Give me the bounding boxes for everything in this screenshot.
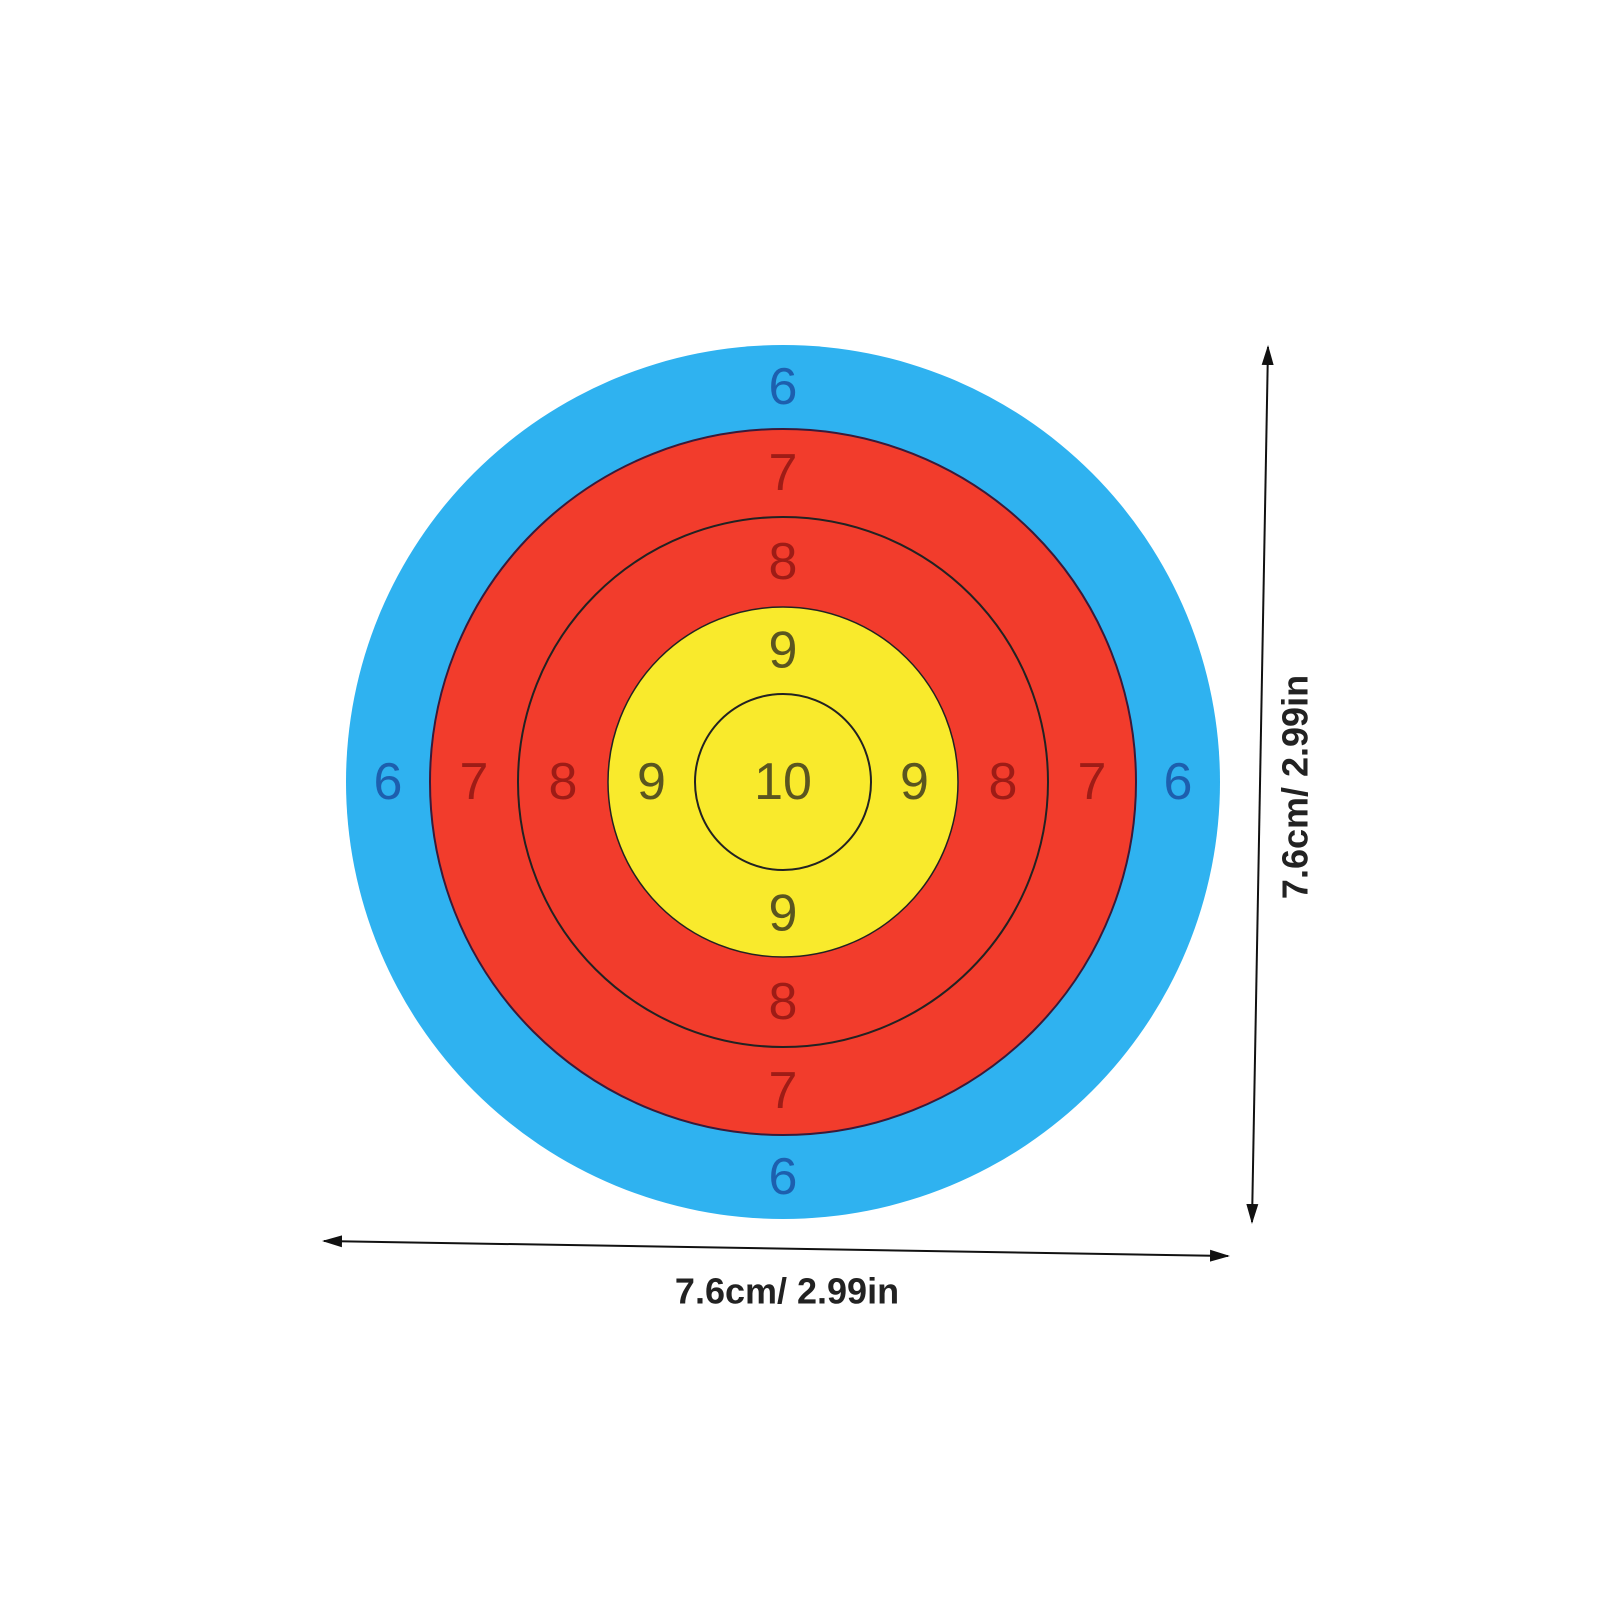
ring-label: 10 [754,753,812,811]
ring-label: 6 [1164,753,1193,811]
height-label: 7.6cm/ 2.99in [1275,675,1316,899]
ring [694,693,872,871]
ring-label: 9 [637,753,666,811]
ring-label: 8 [769,533,798,591]
width-arrow [322,1235,1230,1262]
ring-label: 6 [769,358,798,416]
ring-label: 7 [460,753,489,811]
ring-label: 6 [769,1148,798,1206]
width-label: 7.6cm/ 2.99in [675,1271,899,1312]
ring-label: 6 [374,753,403,811]
ring-label: 9 [769,622,798,680]
ring-label: 7 [1078,753,1107,811]
ring-label: 7 [769,1062,798,1120]
ring-label: 8 [549,753,578,811]
height-arrow [1246,345,1274,1224]
ring-label: 9 [900,753,929,811]
ring-label: 8 [769,973,798,1031]
ring-label: 7 [769,444,798,502]
ring-label: 9 [769,885,798,943]
ring-label: 8 [989,753,1018,811]
